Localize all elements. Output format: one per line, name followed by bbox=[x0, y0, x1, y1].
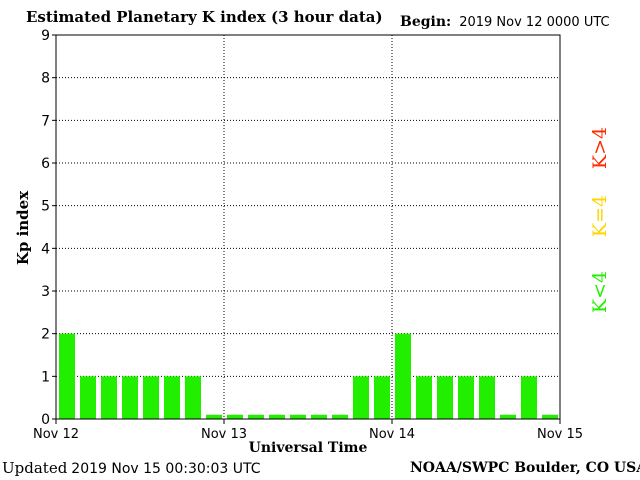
x-axis-label: Universal Time bbox=[248, 440, 368, 456]
y-tick-label: 9 bbox=[41, 28, 50, 44]
kp-bar bbox=[122, 376, 138, 419]
kp-bar bbox=[248, 414, 264, 419]
begin-time: Begin: 2019 Nov 12 0000 UTC bbox=[400, 14, 610, 30]
kp-bar bbox=[416, 376, 432, 419]
chart-title: Estimated Planetary K index (3 hour data… bbox=[26, 8, 383, 26]
kp-bar bbox=[269, 414, 285, 419]
y-tick-label: 5 bbox=[41, 199, 50, 215]
kp-bar bbox=[332, 414, 348, 419]
kp-bar bbox=[500, 414, 516, 419]
x-tick-label: Nov 13 bbox=[201, 427, 247, 442]
begin-label: Begin: bbox=[400, 14, 452, 30]
kp-bar bbox=[521, 376, 537, 419]
y-tick-label: 4 bbox=[41, 241, 50, 257]
y-tick-label: 7 bbox=[41, 113, 50, 129]
credit-text: NOAA/SWPC Boulder, CO USA bbox=[410, 460, 640, 476]
x-tick-label: Nov 15 bbox=[537, 427, 583, 442]
y-tick-label: 6 bbox=[41, 156, 50, 172]
y-tick-label: 3 bbox=[41, 284, 50, 300]
kp-bar bbox=[395, 333, 411, 419]
legend-k-below-4: K<4 bbox=[589, 270, 611, 314]
plot-frame bbox=[55, 34, 561, 420]
y-tick-label: 2 bbox=[41, 327, 50, 343]
kp-bar bbox=[458, 376, 474, 419]
y-tick-label: 1 bbox=[41, 369, 50, 385]
kp-bar bbox=[479, 376, 495, 419]
kp-bar bbox=[542, 414, 558, 419]
kp-bar bbox=[374, 376, 390, 419]
begin-value: 2019 Nov 12 0000 UTC bbox=[459, 15, 610, 30]
kp-bar bbox=[437, 376, 453, 419]
kp-bar bbox=[290, 414, 306, 419]
legend-k-above-4: K>4 bbox=[589, 126, 611, 170]
kp-bar bbox=[80, 376, 96, 419]
kp-bar bbox=[227, 414, 243, 419]
kp-bar bbox=[143, 376, 159, 419]
kp-bar bbox=[59, 333, 75, 419]
x-tick-label: Nov 12 bbox=[33, 427, 79, 442]
y-axis-label: Kp index bbox=[14, 190, 32, 266]
x-tick-label: Nov 14 bbox=[369, 427, 415, 442]
kp-bar bbox=[185, 376, 201, 419]
kp-bar bbox=[353, 376, 369, 419]
kp-bar bbox=[311, 414, 327, 419]
kp-bar bbox=[164, 376, 180, 419]
updated-timestamp: Updated 2019 Nov 15 00:30:03 UTC bbox=[2, 459, 261, 477]
y-tick-label: 0 bbox=[41, 412, 50, 428]
y-tick-label: 8 bbox=[41, 71, 50, 87]
updated-value: 2019 Nov 15 00:30:03 UTC bbox=[71, 461, 261, 477]
updated-label: Updated bbox=[2, 459, 68, 477]
legend-k-equal-4: K=4 bbox=[589, 194, 611, 238]
kp-bar bbox=[101, 376, 117, 419]
kp-bar bbox=[206, 414, 222, 419]
